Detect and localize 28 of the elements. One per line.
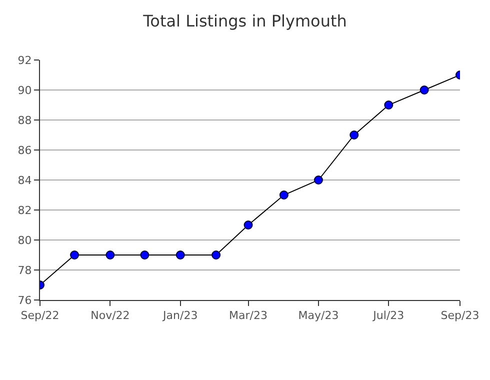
x-tick-label: Nov/22 — [90, 309, 130, 322]
point — [279, 190, 288, 200]
x-tick-label: Mar/23 — [229, 309, 268, 322]
point — [244, 220, 253, 230]
x-tick-label: Sep/22 — [20, 309, 60, 322]
point — [420, 86, 429, 94]
y-tick-label: 84 — [18, 174, 32, 187]
point — [212, 250, 221, 260]
x-tick-label: Sep/23 — [440, 309, 480, 322]
point — [176, 250, 185, 260]
x-tick-label: May/23 — [298, 309, 339, 322]
y-tick-label: 90 — [18, 84, 32, 97]
point — [140, 250, 150, 260]
x-tick-label: Jan/23 — [162, 309, 198, 322]
point — [70, 250, 80, 260]
point — [106, 250, 115, 260]
y-tick-label: 86 — [18, 144, 32, 157]
chart-title: Total Listings in Plymouth — [142, 11, 347, 30]
x-tick-label: Jul/23 — [372, 309, 404, 322]
point — [350, 130, 359, 140]
point — [384, 100, 394, 110]
y-tick-label: 80 — [18, 234, 32, 247]
y-tick-label: 78 — [18, 264, 32, 277]
point — [314, 176, 323, 184]
y-tick-label: 82 — [18, 204, 32, 217]
y-tick-label: 92 — [18, 54, 32, 67]
y-tick-label: 88 — [18, 114, 32, 127]
y-tick-label: 76 — [18, 294, 32, 307]
